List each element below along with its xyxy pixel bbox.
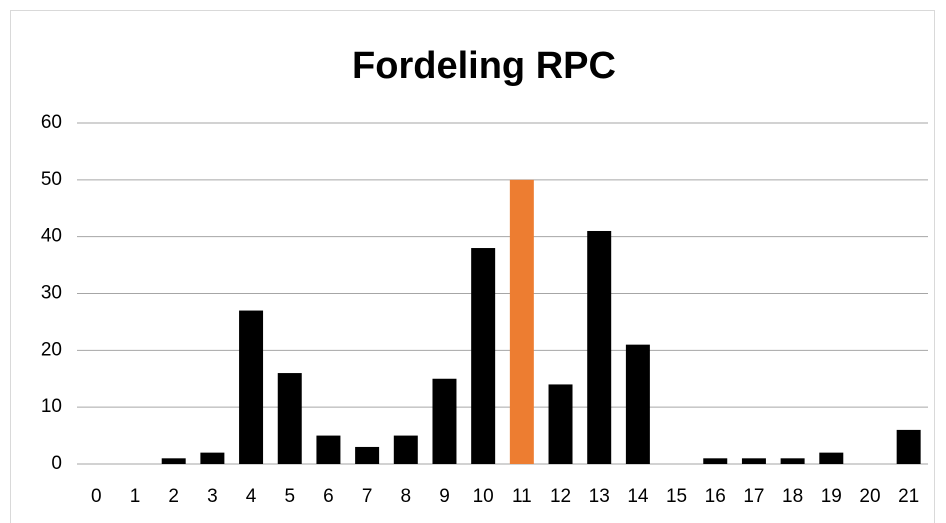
bar [703, 458, 728, 464]
x-tick-label: 13 [589, 486, 610, 507]
x-tick-label: 20 [859, 486, 880, 507]
bar [548, 384, 573, 464]
x-tick-label: 4 [246, 486, 257, 507]
bar [587, 230, 612, 464]
x-tick-label: 18 [782, 486, 803, 507]
bar [896, 429, 921, 464]
x-tick-label: 6 [323, 486, 334, 507]
bar [355, 446, 380, 464]
x-tick-label: 15 [666, 486, 687, 507]
x-tick-label: 16 [705, 486, 726, 507]
y-tick-label: 50 [41, 169, 62, 190]
bar [239, 310, 264, 464]
x-tick-label: 1 [130, 486, 141, 507]
x-tick-label: 0 [91, 486, 102, 507]
x-tick-label: 2 [168, 486, 179, 507]
x-tick-label: 19 [821, 486, 842, 507]
x-tick-label: 3 [207, 486, 218, 507]
x-tick-label: 21 [898, 486, 919, 507]
y-tick-label: 20 [41, 339, 62, 360]
x-tick-label: 17 [743, 486, 764, 507]
x-tick-label: 8 [401, 486, 412, 507]
x-tick-label: 12 [550, 486, 571, 507]
y-tick-label: 60 [41, 112, 62, 133]
y-tick-label: 0 [51, 453, 62, 474]
bar [625, 344, 650, 464]
bar [200, 452, 225, 464]
y-tick-label: 40 [41, 226, 62, 247]
bar [161, 458, 186, 464]
x-tick-label: 11 [512, 486, 532, 507]
chart-title: Fordeling RPC [352, 45, 616, 87]
x-tick-label: 10 [473, 486, 494, 507]
y-tick-label: 10 [41, 396, 62, 417]
bar [393, 435, 418, 464]
x-tick-label: 14 [627, 486, 649, 507]
bar [509, 179, 534, 465]
x-tick-label: 9 [439, 486, 450, 507]
x-tick-label: 5 [284, 486, 295, 507]
bar [741, 458, 766, 464]
bar [277, 373, 302, 464]
bar [471, 248, 496, 464]
bar [316, 435, 341, 464]
bar [819, 452, 844, 464]
bar [432, 378, 457, 464]
y-tick-label: 30 [41, 283, 62, 304]
bar [780, 458, 805, 464]
x-tick-label: 7 [362, 486, 373, 507]
